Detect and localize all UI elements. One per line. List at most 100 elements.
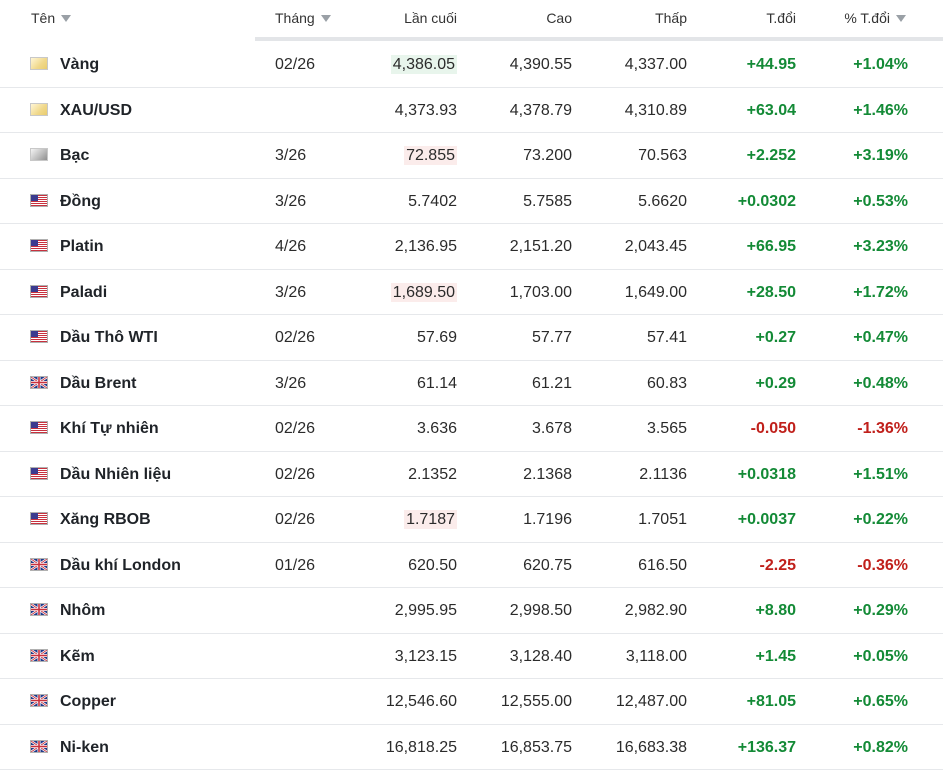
price-change: +8.80	[755, 602, 796, 619]
gold-icon	[30, 57, 48, 70]
table-row[interactable]: Nhôm 2,995.95 2,998.50 2,982.90 +8.80 +0.29%	[0, 588, 943, 634]
high-price: 57.77	[531, 329, 572, 346]
instrument-name-link[interactable]: Nhôm	[60, 602, 106, 619]
table-row[interactable]: Copper 12,546.60 12,555.00 12,487.00 +81.05 +…	[0, 679, 943, 725]
high-price: 16,853.75	[500, 738, 572, 756]
high-price: 2.1368	[523, 465, 572, 483]
price-change: +63.04	[746, 101, 796, 119]
price-change-pct: +0.05%	[853, 647, 908, 665]
column-header-month[interactable]: Tháng	[275, 10, 331, 26]
low-price: 12,487.00	[615, 693, 687, 710]
price-change: +28.50	[746, 283, 796, 301]
sort-down-icon[interactable]	[61, 14, 72, 22]
column-header-high[interactable]: Cao	[546, 10, 572, 26]
uk-flag-icon	[30, 603, 48, 616]
table-row[interactable]: Ni-ken 16,818.25 16,853.75 16,683.38 +136.37…	[0, 725, 943, 770]
instrument-name-link[interactable]: Paladi	[60, 283, 108, 301]
instrument-name-link[interactable]: Dầu Brent	[60, 374, 137, 392]
sort-down-icon[interactable]	[896, 14, 906, 22]
table-row[interactable]: Paladi 3/26 1,689.50 1,703.00 1,649.00 +28.50…	[0, 270, 943, 315]
high-price: 1,703.00	[509, 283, 572, 301]
instrument-name-link[interactable]: Ni-ken	[60, 738, 109, 756]
last-price: 3,123.15	[394, 647, 457, 665]
price-change: -2.25	[759, 556, 796, 574]
contract-month: 3/26	[275, 283, 307, 301]
price-change-pct: +0.22%	[853, 511, 908, 528]
last-price-value: 72.855	[404, 146, 457, 165]
table-body: Vàng 02/26 4,386.05 4,390.55 4,337.00 +44.95 +…	[0, 42, 943, 770]
us-flag-icon	[30, 421, 48, 434]
instrument-name-link[interactable]: Xăng RBOB	[60, 511, 151, 528]
us-flag-icon	[30, 193, 48, 207]
us-flag-icon	[30, 330, 48, 343]
sort-down-icon[interactable]	[320, 14, 331, 22]
us-flag-icon	[30, 239, 48, 252]
price-change-pct: +0.82%	[853, 738, 908, 756]
low-price: 2,043.45	[624, 238, 687, 255]
low-price: 57.41	[646, 329, 687, 346]
price-change: +66.95	[746, 238, 796, 255]
table-row[interactable]: XAU/USD 4,373.93 4,378.79 4,310.89 +63.04 +1.…	[0, 88, 943, 133]
column-header-low[interactable]: Thấp	[655, 10, 687, 26]
us-flag-icon	[30, 284, 48, 298]
contract-month: 3/26	[275, 192, 307, 210]
uk-flag-icon	[30, 739, 48, 753]
price-change-pct: +0.47%	[853, 329, 908, 346]
uk-flag-icon	[30, 694, 48, 707]
price-change-pct: +0.48%	[853, 374, 908, 392]
table-row[interactable]: Đồng 3/26 5.7402 5.7585 5.6620 +0.0302 +0.53%	[0, 179, 943, 224]
low-price: 616.50	[638, 556, 687, 574]
table-row[interactable]: Platin 4/26 2,136.95 2,151.20 2,043.45 +66.95…	[0, 224, 943, 270]
high-price: 12,555.00	[500, 693, 572, 710]
table-header: Tên Tháng Lần cuối Cao Thấp T.đổi % T.đổ…	[0, 0, 943, 42]
instrument-name-link[interactable]: Copper	[60, 693, 116, 710]
table-row[interactable]: Bạc 3/26 72.855 73.200 70.563 +2.252 +3.19%	[0, 133, 943, 179]
table-row[interactable]: Kẽm 3,123.15 3,128.40 3,118.00 +1.45 +0.05%	[0, 634, 943, 679]
high-price: 4,378.79	[509, 101, 572, 119]
price-change-pct: +1.72%	[853, 283, 908, 301]
column-header-name[interactable]: Tên	[31, 10, 72, 26]
contract-month: 3/26	[275, 374, 307, 392]
instrument-name-link[interactable]: Khí Tự nhiên	[60, 420, 159, 437]
instrument-name-link[interactable]: XAU/USD	[60, 101, 133, 119]
price-change: +0.0037	[737, 511, 796, 528]
last-price: 2.1352	[408, 465, 457, 483]
price-change: +1.45	[755, 647, 796, 665]
table-row[interactable]: Xăng RBOB 02/26 1.7187 1.7196 1.7051 +0.0037 +…	[0, 497, 943, 543]
price-change: +2.252	[746, 147, 796, 164]
instrument-name-link[interactable]: Dầu khí London	[60, 556, 181, 574]
instrument-name-link[interactable]: Vàng	[60, 56, 100, 73]
us-flag-icon	[30, 466, 48, 480]
table-row[interactable]: Vàng 02/26 4,386.05 4,390.55 4,337.00 +44.95 +…	[0, 42, 943, 88]
high-price: 1.7196	[523, 511, 572, 528]
column-header-change-pct[interactable]: % T.đổi	[844, 10, 906, 26]
last-price: 3.636	[416, 420, 457, 437]
price-change: +136.37	[737, 738, 796, 756]
price-change-pct: -1.36%	[857, 420, 908, 437]
instrument-name-link[interactable]: Platin	[60, 238, 104, 255]
low-price: 1.7051	[638, 511, 687, 528]
high-price: 620.75	[523, 556, 572, 574]
last-price: 620.50	[408, 556, 457, 574]
low-price: 3,118.00	[625, 647, 687, 665]
column-header-last[interactable]: Lần cuối	[404, 10, 457, 26]
instrument-name-link[interactable]: Dầu Thô WTI	[60, 329, 158, 346]
high-price: 3.678	[531, 420, 572, 437]
price-change: -0.050	[750, 420, 796, 437]
instrument-name-link[interactable]: Đồng	[60, 192, 101, 210]
column-header-change[interactable]: T.đổi	[766, 10, 796, 26]
table-row[interactable]: Dầu Brent 3/26 61.14 61.21 60.83 +0.29 +0.48%	[0, 361, 943, 406]
table-row[interactable]: Khí Tự nhiên 02/26 3.636 3.678 3.565 -0.050 -1…	[0, 406, 943, 452]
instrument-name-link[interactable]: Bạc	[60, 147, 90, 164]
contract-month: 02/26	[275, 420, 316, 437]
table-row[interactable]: Dầu Thô WTI 02/26 57.69 57.77 57.41 +0.27 +0.4…	[0, 315, 943, 361]
instrument-name-link[interactable]: Dầu Nhiên liệu	[60, 465, 172, 483]
high-price: 4,390.55	[509, 56, 572, 73]
table-row[interactable]: Dầu Nhiên liệu 02/26 2.1352 2.1368 2.1136 +0.…	[0, 452, 943, 497]
high-price: 61.21	[531, 374, 572, 392]
instrument-name-link[interactable]: Kẽm	[60, 647, 95, 665]
low-price: 4,337.00	[624, 56, 687, 73]
table-row[interactable]: Dầu khí London 01/26 620.50 620.75 616.50 -2.…	[0, 543, 943, 588]
low-price: 4,310.89	[624, 101, 687, 119]
